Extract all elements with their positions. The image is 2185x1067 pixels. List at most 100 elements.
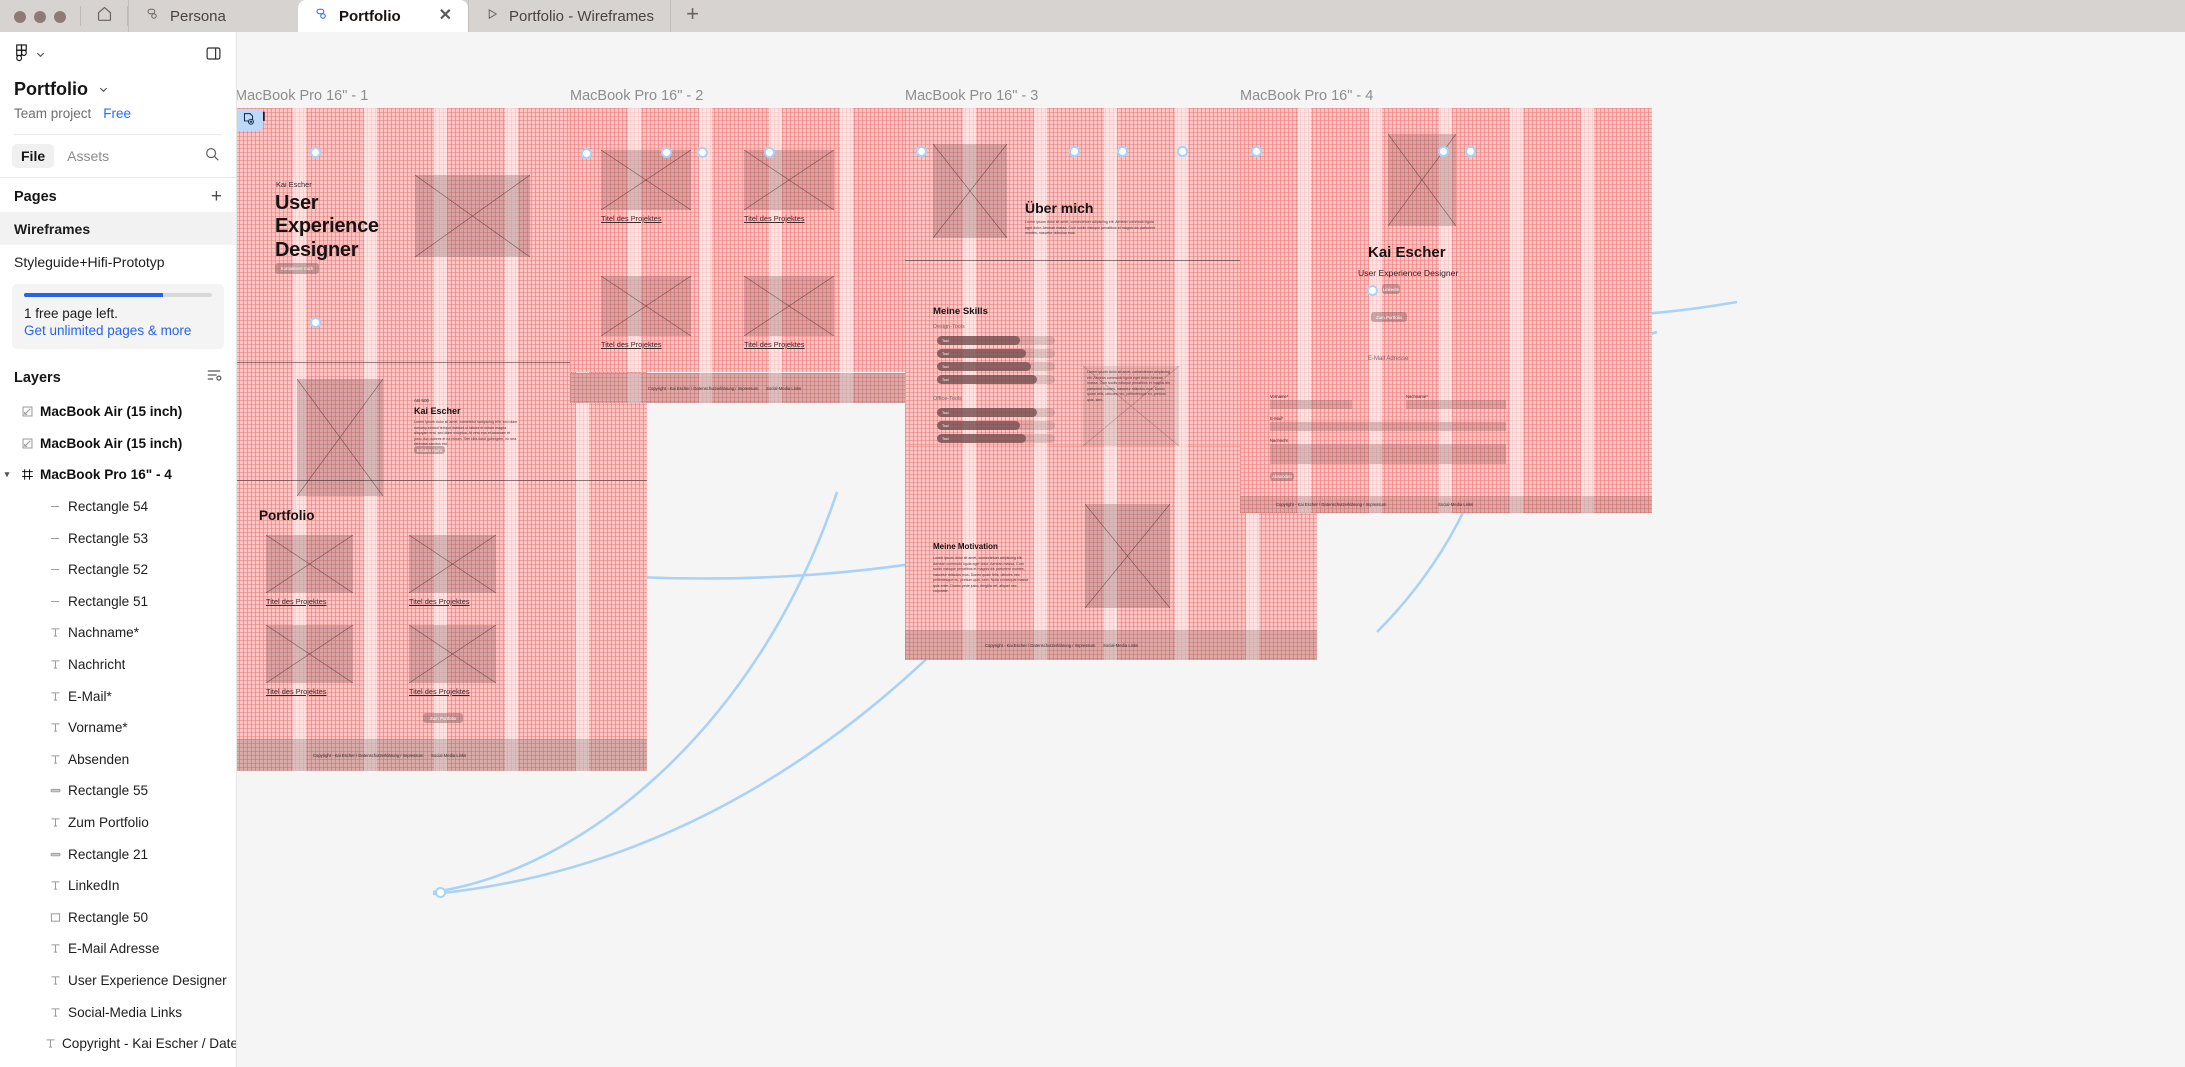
layer-row[interactable]: E-Mail* <box>0 680 236 712</box>
add-page-button[interactable]: + <box>210 186 222 207</box>
frame-macbook-pro-2[interactable]: MacBook Pro 16" - 2 Titel des Projektes … <box>570 88 982 372</box>
flow-start-icon[interactable] <box>242 112 255 128</box>
project-caption[interactable]: Titel des Projektes <box>744 340 805 349</box>
form-nachname-label: Nachname* <box>1406 394 1428 399</box>
prototype-node[interactable] <box>764 147 775 158</box>
layer-row[interactable]: Rectangle 53 <box>0 522 236 554</box>
close-window-button[interactable] <box>14 11 26 23</box>
prototype-node[interactable] <box>697 147 708 158</box>
chevron-down-icon[interactable] <box>35 47 46 65</box>
layers-header-row: Layers <box>0 349 236 396</box>
tab-portfolio[interactable]: Portfolio ✕ <box>298 0 468 32</box>
search-icon[interactable] <box>204 146 226 167</box>
home-icon[interactable] <box>81 0 127 32</box>
chevron-down-icon[interactable]: ▾ <box>4 469 10 480</box>
window-traffic-lights[interactable] <box>0 11 80 32</box>
about-more-button[interactable]: Erfahre mehr <box>414 446 445 454</box>
project-caption[interactable]: Titel des Projektes <box>266 597 327 606</box>
figma-menu-icon[interactable] <box>14 44 29 68</box>
tab-assets[interactable]: Assets <box>67 148 110 164</box>
hero-cta-button[interactable]: Kontaktiere mich <box>275 263 319 274</box>
layer-name: MacBook Pro 16" - 4 <box>40 467 172 483</box>
layer-row[interactable]: Rectangle 54 <box>0 491 236 523</box>
layer-row[interactable]: MacBook Air (15 inch) <box>0 428 236 460</box>
layer-row[interactable]: Zum Portfolio <box>0 807 236 839</box>
new-tab-button[interactable]: + <box>670 0 714 32</box>
form-vorname-input[interactable] <box>1270 400 1352 409</box>
tab-portfolio-wireframes[interactable]: Portfolio - Wireframes <box>468 0 670 32</box>
prototype-node[interactable] <box>581 148 592 159</box>
line-icon <box>42 532 68 545</box>
prototype-node[interactable] <box>916 146 927 157</box>
chevron-down-icon[interactable] <box>98 79 109 100</box>
page-item-wireframes[interactable]: Wireframes <box>0 212 236 245</box>
submit-button[interactable]: Absenden <box>1270 472 1294 481</box>
project-caption[interactable]: Titel des Projektes <box>601 340 662 349</box>
layer-name: Nachricht <box>68 657 126 673</box>
frame-label: MacBook Pro 16" - 2 <box>570 88 704 104</box>
prototype-node[interactable] <box>1177 146 1188 157</box>
layer-row[interactable]: Rectangle 55 <box>0 775 236 807</box>
project-title-row[interactable]: Portfolio <box>14 79 222 100</box>
linkedin-button[interactable]: LinkedIn <box>1382 284 1400 294</box>
form-nachricht-input[interactable] <box>1270 444 1506 464</box>
tab-persona[interactable]: Persona <box>128 0 298 32</box>
prototype-node[interactable] <box>1069 146 1080 157</box>
layer-row[interactable]: User Experience Designer <box>0 965 236 997</box>
layer-row[interactable]: Rectangle 21 <box>0 838 236 870</box>
design-canvas[interactable]: MacBook Pro 16" - 1 Kai Escher User Expe… <box>237 32 2185 1067</box>
frame-label: MacBook Pro 16" - 4 <box>1240 88 1374 104</box>
tab-file[interactable]: File <box>12 144 55 168</box>
form-nachname-input[interactable] <box>1406 400 1506 409</box>
prototype-node[interactable] <box>1367 285 1378 296</box>
layers-list[interactable]: MacBook Air (15 inch) MacBook Air (15 inc… <box>0 396 236 1067</box>
prototype-node[interactable] <box>310 147 321 158</box>
layer-row[interactable]: Absenden <box>0 744 236 776</box>
prototype-node[interactable] <box>1438 146 1449 157</box>
footer-bar <box>905 630 1317 660</box>
layer-row[interactable]: LinkedIn <box>0 870 236 902</box>
layer-name: Rectangle 53 <box>68 530 149 546</box>
prototype-node[interactable] <box>661 147 672 158</box>
layer-row[interactable]: Rectangle 50 <box>0 902 236 934</box>
project-caption[interactable]: Titel des Projektes <box>409 597 470 606</box>
layer-row[interactable]: Nachricht <box>0 649 236 681</box>
layer-row[interactable]: Rectangle 52 <box>0 554 236 586</box>
plan-badge[interactable]: Free <box>103 106 132 121</box>
section-divider <box>237 480 647 481</box>
text-icon <box>42 879 68 892</box>
prototype-node[interactable] <box>1465 146 1476 157</box>
text-icon <box>42 1006 68 1019</box>
layer-row[interactable]: Social-Media Links <box>0 996 236 1028</box>
filter-icon[interactable] <box>206 367 222 388</box>
frame-macbook-pro-4[interactable]: MacBook Pro 16" - 4 Kai Escher User Expe… <box>1240 88 1652 513</box>
flow-starting-point-badge[interactable]: Flow 1 <box>237 109 264 131</box>
project-caption[interactable]: Titel des Projektes <box>744 214 805 223</box>
project-caption[interactable]: Titel des Projektes <box>409 687 470 696</box>
zum-portfolio-button[interactable]: Zum Portfolio <box>1371 312 1407 322</box>
minimize-window-button[interactable] <box>34 11 46 23</box>
get-unlimited-pages-link[interactable]: Get unlimited pages & more <box>24 323 192 338</box>
layer-row[interactable]: Nachname* <box>0 617 236 649</box>
about-body: Lorem ipsum dolor sit amet, consectetuer… <box>1025 220 1156 236</box>
layer-row[interactable]: MacBook Air (15 inch) <box>0 396 236 428</box>
close-icon[interactable]: ✕ <box>438 7 452 24</box>
prototype-node[interactable] <box>435 887 446 898</box>
prototype-node[interactable] <box>1251 146 1262 157</box>
panel-toggle-icon[interactable] <box>205 45 222 67</box>
zum-portfolio-button[interactable]: Zum Portfolio <box>423 713 463 723</box>
layer-row[interactable]: E-Mail Adresse <box>0 933 236 965</box>
layer-row[interactable]: ▾ MacBook Pro 16" - 4 <box>0 459 236 491</box>
form-email-input[interactable] <box>1270 422 1506 431</box>
layer-row[interactable]: Rectangle 51 <box>0 586 236 618</box>
prototype-node[interactable] <box>310 317 321 328</box>
layer-row[interactable]: Vorname* <box>0 712 236 744</box>
project-caption[interactable]: Titel des Projektes <box>601 214 662 223</box>
prototype-node[interactable] <box>1117 146 1128 157</box>
skill-bar-label: Tool <box>937 362 1032 371</box>
page-item-styleguide[interactable]: Styleguide+Hifi-Prototyp <box>14 253 165 270</box>
maximize-window-button[interactable] <box>54 11 66 23</box>
project-caption[interactable]: Titel des Projektes <box>266 687 327 696</box>
layer-row[interactable]: Copyright - Kai Escher / Datensch <box>0 1028 236 1060</box>
hero-headline: User Experience Designer <box>275 192 379 261</box>
